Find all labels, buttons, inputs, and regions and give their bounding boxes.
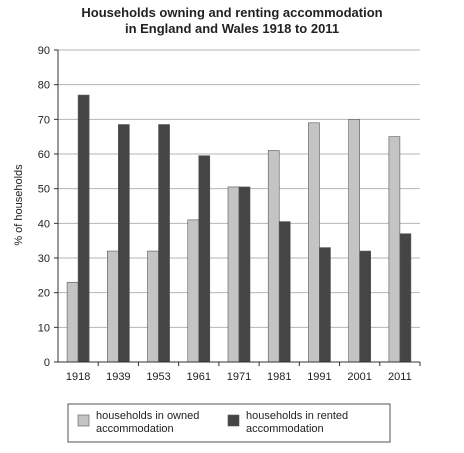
x-tick-label: 1991 [307,371,331,383]
legend-label-line2: accommodation [96,423,174,435]
x-tick-label: 1981 [267,371,291,383]
y-tick-label: 40 [38,218,50,230]
legend: households in ownedaccommodationhousehol… [67,403,391,443]
bar-rented [278,221,291,363]
bar-rented [319,247,331,363]
y-tick-label: 80 [38,80,50,92]
y-tick-label: 50 [38,184,50,196]
chart-title-line2: in England and Wales 1918 to 2011 [125,21,339,36]
legend-swatch [227,414,240,427]
bar-rented [198,155,211,363]
bar-rented [399,233,412,363]
y-tick-label: 10 [38,322,50,334]
x-tick-label: 1939 [106,371,130,383]
x-tick-label: 1971 [227,371,251,383]
bar-owned [107,250,119,363]
bar-owned [187,219,200,363]
y-tick-label: 30 [38,253,50,265]
bar-owned [147,250,159,363]
x-tick-label: 2001 [347,371,371,383]
y-axis-label: % of households [13,164,25,246]
axes: 0 10 20 30 40 50 60 70 80 90 1918 1939 1953 1961 1971 1… [38,45,421,383]
bar-rented [238,186,251,363]
bar-rented [77,94,90,363]
bar-rented [359,250,371,363]
y-tick-label: 0 [44,357,50,369]
bar-owned [66,281,79,363]
y-tick-label: 90 [38,45,50,57]
bar-owned [227,186,240,363]
x-tick-label: 2011 [388,371,412,383]
bar-rented [158,124,170,363]
x-tick-label: 1953 [146,371,170,383]
legend-label-line2: accommodation [246,423,324,435]
bars [66,94,412,363]
bar-owned [388,136,401,363]
bar-rented [118,124,130,363]
bar-owned [348,119,360,363]
legend-label-line1: households in owned [96,410,199,422]
legend-label-line1: households in rented [246,410,348,422]
chart-title-line1: Households owning and renting accommodat… [81,5,382,20]
x-tick-label: 1918 [66,371,90,383]
legend-swatch [77,414,90,427]
y-tick-label: 60 [38,149,50,161]
y-tick-label: 70 [38,114,50,126]
x-tick-label: 1961 [187,371,211,383]
y-tick-label: 20 [38,288,50,300]
bar-owned [308,122,320,363]
bar-owned [267,150,280,363]
